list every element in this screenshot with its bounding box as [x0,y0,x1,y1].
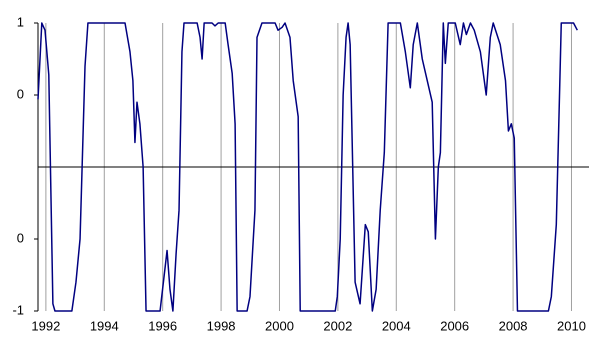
x-tick-label: 1994 [90,318,119,333]
x-tick-label: 2008 [499,318,528,333]
x-tick-label: 1992 [31,318,60,333]
y-tick-label: 0 [17,230,24,245]
y-tick-label: 1 [17,14,24,29]
line-series [37,22,578,312]
x-tick-label: 2002 [323,318,352,333]
x-tick-label: 2010 [557,318,586,333]
x-tick-label: 1998 [207,318,236,333]
x-tick-label: 1996 [148,318,177,333]
x-tick-label: 2000 [265,318,294,333]
y-tick-label: 0 [17,86,24,101]
x-tick-label: 2004 [382,318,411,333]
x-tick-label: 2006 [440,318,469,333]
y-tick-label: -1 [12,302,24,317]
